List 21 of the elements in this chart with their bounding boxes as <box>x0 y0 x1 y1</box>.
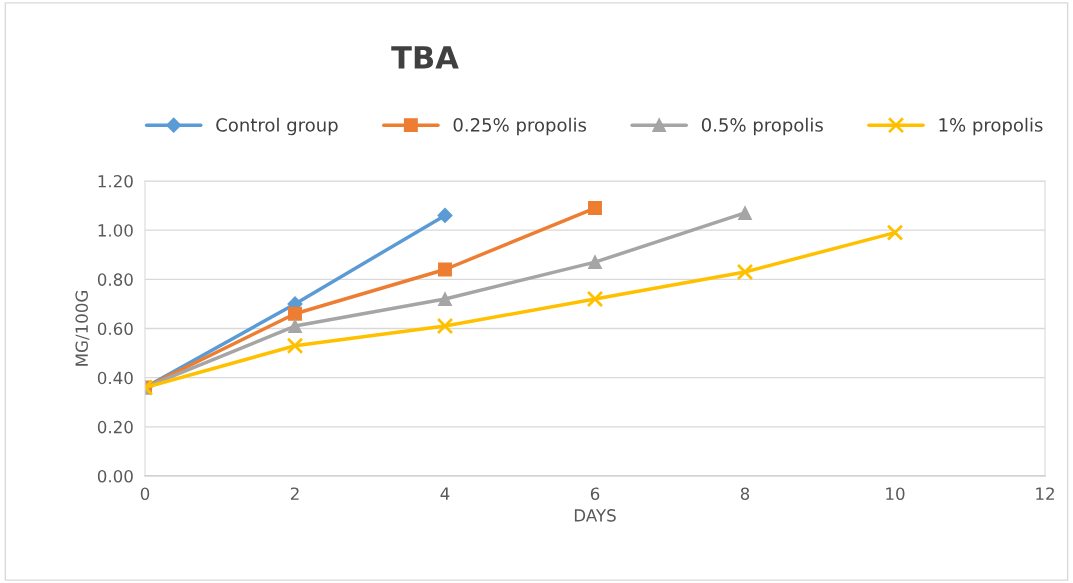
x-tick-label: 6 <box>590 487 600 501</box>
x-tick-label: 0 <box>140 487 150 501</box>
y-tick-label: 0.40 <box>97 371 133 385</box>
x-tick-label: 4 <box>440 487 450 500</box>
x-tick-label: 2 <box>290 487 299 500</box>
chart-title: TBA <box>391 46 459 69</box>
y-tick-label: 1.00 <box>98 224 133 237</box>
legend-label: 0.25% propolis <box>453 117 587 136</box>
y-axis-title: MG/100G <box>75 291 90 366</box>
x-tick-label: 8 <box>740 487 750 501</box>
legend-label: 0.5% propolis <box>701 117 823 136</box>
legend-label: 1% propolis <box>939 117 1043 136</box>
y-tick-label: 0.60 <box>97 322 133 336</box>
y-tick-label: 0.20 <box>97 420 133 434</box>
x-tick-label: 12 <box>1036 487 1054 500</box>
y-tick-label: 0.00 <box>97 469 133 483</box>
legend-label: Control group <box>216 117 338 136</box>
y-tick-label: 1.20 <box>98 174 133 188</box>
x-axis-title: DAYS <box>574 509 616 522</box>
y-tick-label: 0.80 <box>97 273 133 286</box>
x-tick-label: 10 <box>886 487 905 501</box>
